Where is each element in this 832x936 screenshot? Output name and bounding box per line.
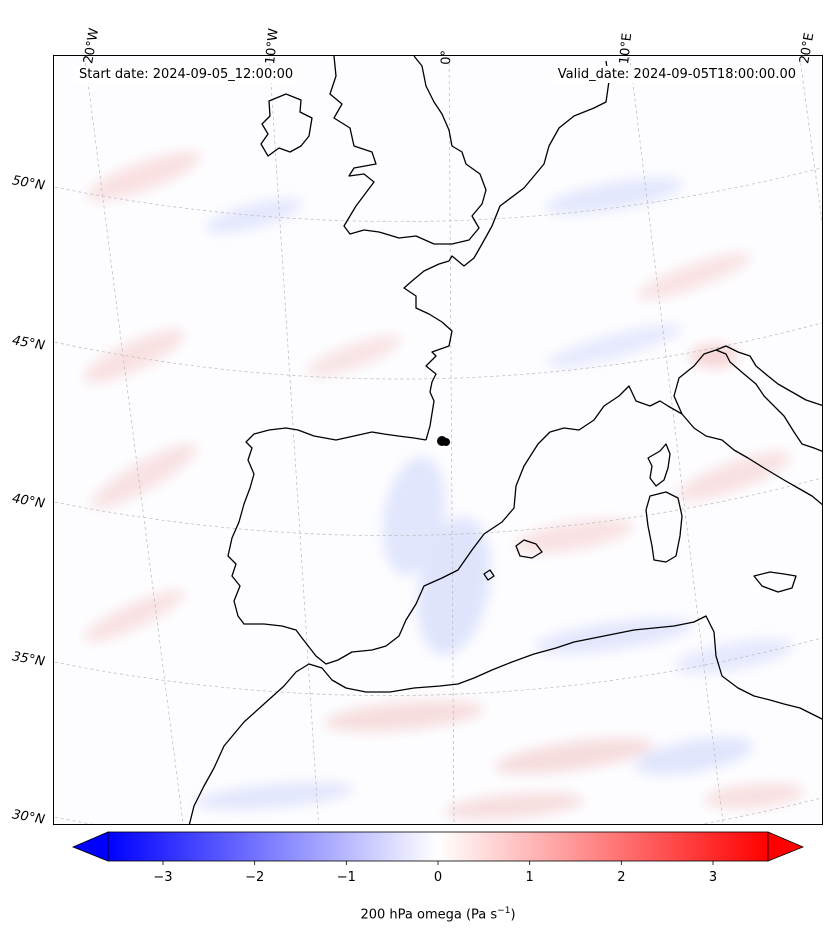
colorbar-extend-low	[71, 831, 109, 862]
lat-label-40n: 40°N	[10, 491, 46, 512]
adriatic-coast	[715, 345, 822, 407]
graticule	[54, 56, 822, 824]
colorbar-tick-label: −3	[153, 870, 173, 885]
station-marker[interactable]	[437, 436, 450, 446]
sicily-coast	[753, 571, 797, 593]
great-britain-coast	[329, 56, 487, 245]
lon-label-0: 0°	[439, 49, 455, 65]
map-panel[interactable]	[53, 55, 823, 825]
north-africa-coast	[188, 615, 822, 824]
colorbar-tick-label: 0	[433, 870, 443, 885]
continent-coast	[448, 60, 610, 267]
colorbar-tick-label: −1	[336, 870, 356, 885]
colorbar-extend-high	[767, 831, 805, 862]
iberia-coast	[227, 385, 822, 665]
lat-label-45n: 45°N	[10, 333, 46, 354]
colorbar-title: 200 hPa omega (Pa s−1)	[360, 906, 516, 923]
colorbar-tick-label: −2	[245, 870, 265, 885]
colorbar-tick-label: 2	[617, 870, 626, 885]
start-date-label: Start date: 2024-09-05_12:00:00	[75, 66, 298, 83]
ireland-coast	[260, 93, 313, 157]
colorbar-gradient	[107, 831, 769, 862]
mallorca-coast	[515, 539, 543, 559]
coastlines	[188, 56, 822, 824]
colorbar-ticks	[162, 861, 714, 865]
colorbar-tick-label: 1	[525, 870, 534, 885]
sardinia-coast	[645, 491, 683, 563]
map-canvas	[54, 56, 822, 824]
france-atlantic-coast	[403, 260, 453, 441]
colorbar-tick-label: 3	[708, 870, 718, 885]
valid-date-label: Valid_date: 2024-09-05T18:00:00.00	[553, 66, 800, 83]
corsica-coast	[647, 443, 671, 487]
colorbar	[71, 831, 805, 865]
lat-label-50n: 50°N	[10, 173, 46, 194]
omega-field	[83, 151, 804, 820]
lat-label-35n: 35°N	[10, 649, 46, 670]
ibiza-coast	[483, 569, 495, 581]
italy-coast	[673, 349, 822, 452]
